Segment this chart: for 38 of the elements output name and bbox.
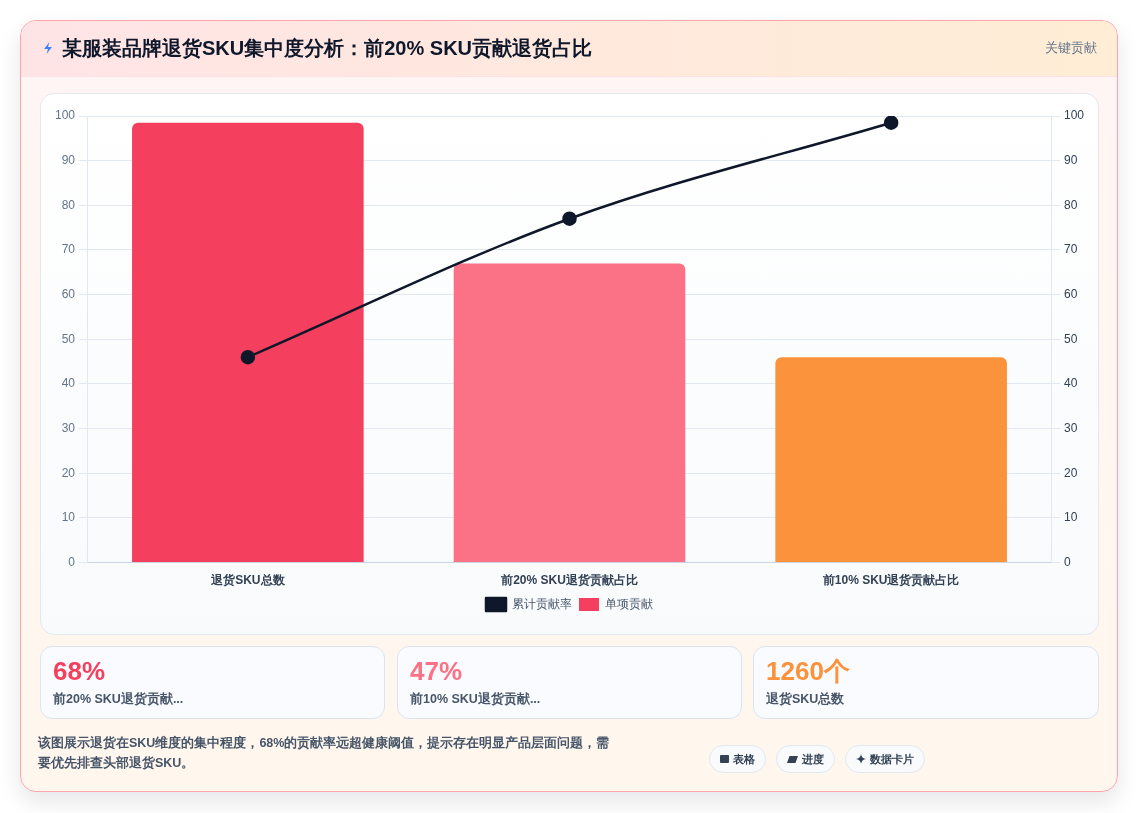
text: 68%: [53, 655, 106, 687]
y2-tick-label: 10: [1063, 510, 1078, 525]
y-tick-label: 0: [68, 554, 76, 569]
text: 前10% SKU退货贡献...: [410, 691, 541, 707]
y-tick-label: 100: [54, 108, 76, 123]
y-tick-label: 90: [61, 152, 76, 167]
y-tick-label: 10: [61, 510, 76, 525]
y-tick-label: 80: [61, 197, 76, 212]
y-tick-label: 40: [61, 376, 76, 391]
text: 数据卡片: [870, 751, 914, 767]
text: 进度: [802, 751, 824, 767]
y2-tick-label: 0: [1063, 554, 1071, 569]
y-tick-label: 60: [61, 286, 76, 301]
text: 1260个: [766, 655, 850, 687]
y2-tick-label: 40: [1063, 376, 1078, 391]
chart-title: 某服装品牌退货SKU集中度分析：前20% SKU贡献退货占比: [62, 36, 593, 61]
x-tick-label: 前10% SKU退货贡献占比: [821, 573, 960, 588]
y2-tick-label: 100: [1063, 108, 1085, 123]
y2-tick-label: 50: [1063, 331, 1078, 346]
y2-tick-label: 30: [1063, 420, 1078, 435]
y2-tick-label: 90: [1063, 152, 1078, 167]
text: 前20% SKU退货贡献...: [53, 691, 184, 707]
x-tick-label: 前20% SKU退货贡献占比: [500, 573, 638, 588]
legend-label: 累计贡献率: [512, 596, 572, 611]
x-tick-label: 退货SKU总数: [210, 573, 286, 588]
text: 退货SKU总数: [766, 691, 845, 707]
y2-tick-label: 70: [1063, 242, 1078, 257]
y-tick-label: 30: [61, 420, 76, 435]
text: 该图展示退货在SKU维度的集中程度，68%的贡献率远超健康阈值，提示存在明显产品层面问题，需要优先排查头部退货SKU。: [38, 734, 611, 772]
y-tick-label: 20: [61, 465, 76, 480]
y2-tick-label: 60: [1063, 286, 1078, 301]
text: 表格: [733, 751, 755, 767]
text: 47%: [410, 655, 463, 687]
y-tick-label: 50: [61, 331, 76, 346]
text: 关键贡献: [1045, 40, 1097, 57]
y2-tick-label: 20: [1063, 465, 1078, 480]
y2-tick-label: 80: [1063, 197, 1078, 212]
y-tick-label: 70: [61, 242, 76, 257]
